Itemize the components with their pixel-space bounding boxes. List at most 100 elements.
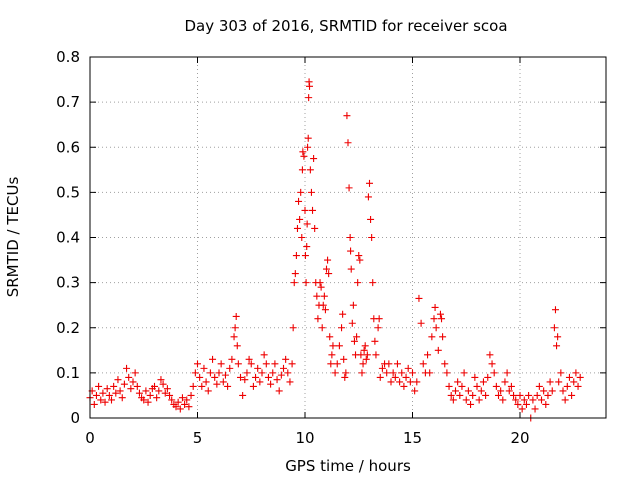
data-point xyxy=(313,292,321,300)
data-points xyxy=(86,78,584,422)
data-point xyxy=(112,389,120,397)
data-point xyxy=(321,306,329,314)
data-point xyxy=(369,279,377,287)
data-point xyxy=(323,265,330,273)
data-point xyxy=(120,380,128,388)
data-point xyxy=(375,315,383,323)
x-axis-label: GPS time / hours xyxy=(285,457,411,475)
data-point xyxy=(277,371,285,379)
data-point xyxy=(252,373,260,381)
data-point xyxy=(231,324,239,332)
data-point xyxy=(110,382,118,390)
data-point xyxy=(295,197,303,205)
data-point xyxy=(213,380,221,388)
data-point xyxy=(116,387,124,395)
data-point xyxy=(140,396,148,404)
data-point xyxy=(245,355,253,363)
data-point xyxy=(153,394,161,402)
data-point xyxy=(304,143,312,151)
data-point xyxy=(347,247,355,255)
data-point xyxy=(555,378,563,386)
data-point xyxy=(551,306,559,314)
data-point xyxy=(462,396,470,404)
data-point xyxy=(101,398,109,406)
data-point xyxy=(548,387,556,395)
data-point xyxy=(243,369,251,377)
y-tick-label: 0 xyxy=(70,409,80,427)
data-point xyxy=(118,394,126,402)
data-point xyxy=(305,94,313,102)
data-point xyxy=(284,369,292,377)
data-point xyxy=(183,396,191,404)
data-point xyxy=(402,373,410,381)
data-point xyxy=(348,319,356,327)
data-point xyxy=(178,394,186,402)
data-point xyxy=(309,206,317,214)
data-point xyxy=(211,373,219,381)
data-point xyxy=(576,373,584,381)
data-point xyxy=(356,256,364,264)
data-point xyxy=(318,324,326,332)
data-point xyxy=(316,279,324,287)
data-point xyxy=(471,373,479,381)
data-point xyxy=(273,376,281,384)
data-point xyxy=(168,396,176,404)
data-point xyxy=(331,369,339,377)
data-point xyxy=(232,312,240,320)
data-point xyxy=(343,112,351,120)
data-point xyxy=(310,155,318,163)
data-point xyxy=(434,346,442,354)
data-point xyxy=(217,360,225,368)
data-point xyxy=(393,360,401,368)
data-point xyxy=(269,369,277,377)
data-point xyxy=(391,373,399,381)
data-point xyxy=(436,310,444,318)
data-point xyxy=(378,364,386,372)
data-point xyxy=(495,391,502,399)
y-tick-label: 0.3 xyxy=(56,274,80,292)
data-point xyxy=(289,324,297,332)
data-point xyxy=(428,333,436,341)
data-point xyxy=(302,279,310,287)
data-point xyxy=(360,346,368,354)
data-point xyxy=(286,378,294,386)
data-point xyxy=(572,369,580,377)
data-point xyxy=(260,351,268,359)
data-point xyxy=(374,324,382,332)
data-point xyxy=(430,315,438,323)
data-point xyxy=(456,391,464,399)
data-point xyxy=(464,387,472,395)
data-point xyxy=(258,369,266,377)
data-point xyxy=(570,378,578,386)
data-point xyxy=(301,206,309,214)
data-point xyxy=(123,364,131,372)
data-point xyxy=(454,378,462,386)
data-point xyxy=(507,382,515,390)
data-point xyxy=(533,391,541,399)
data-point xyxy=(194,360,201,368)
data-point xyxy=(503,369,511,377)
data-point xyxy=(438,315,446,323)
chart-title: Day 303 of 2016, SRMTID for receiver sco… xyxy=(184,17,507,35)
data-point xyxy=(345,184,353,192)
data-point xyxy=(292,252,300,260)
data-point xyxy=(125,373,133,381)
data-point xyxy=(105,391,113,399)
data-point xyxy=(298,234,306,241)
data-point xyxy=(426,369,434,377)
data-point xyxy=(353,333,361,341)
data-point xyxy=(157,376,165,384)
data-point xyxy=(114,376,122,384)
data-point xyxy=(565,373,573,381)
data-point xyxy=(424,351,432,359)
data-point xyxy=(432,324,440,332)
data-point xyxy=(198,382,206,390)
data-point xyxy=(127,385,135,393)
data-point xyxy=(439,333,447,341)
data-point xyxy=(497,387,505,395)
data-point xyxy=(398,369,406,377)
data-point xyxy=(339,310,347,318)
axis-ticks xyxy=(89,56,606,419)
data-point xyxy=(396,378,404,386)
data-point xyxy=(187,391,195,399)
